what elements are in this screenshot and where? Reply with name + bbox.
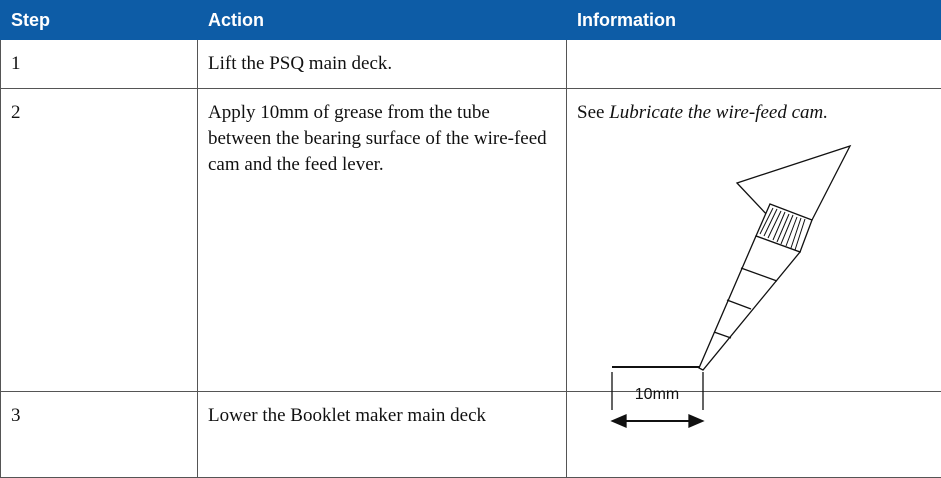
header-cell: Step xyxy=(1,1,198,40)
header-cell: Information xyxy=(567,1,941,40)
header-cell: Action xyxy=(198,1,567,40)
info-cell xyxy=(567,40,941,89)
step-cell: 1 xyxy=(1,40,198,89)
info-text: See xyxy=(577,102,604,123)
row: 1 Lift the PSQ main deck. xyxy=(1,40,941,89)
step-cell: 2 xyxy=(1,89,198,392)
action-cell: Apply 10mm of grease from the tube betwe… xyxy=(198,89,567,392)
header-row: Step Action Information xyxy=(1,1,941,40)
info-cell xyxy=(567,392,941,478)
row: 3 Lower the Booklet maker main deck xyxy=(1,392,941,478)
action-cell: Lower the Booklet maker main deck xyxy=(198,392,567,478)
action-cell: Lift the PSQ main deck. xyxy=(198,40,567,89)
info-link[interactable]: Lubricate the wire-feed cam. xyxy=(609,102,828,123)
row: 2 Apply 10mm of grease from the tube bet… xyxy=(1,89,941,392)
step-cell: 3 xyxy=(1,392,198,478)
info-cell: See Lubricate the wire-feed cam. xyxy=(567,89,941,392)
